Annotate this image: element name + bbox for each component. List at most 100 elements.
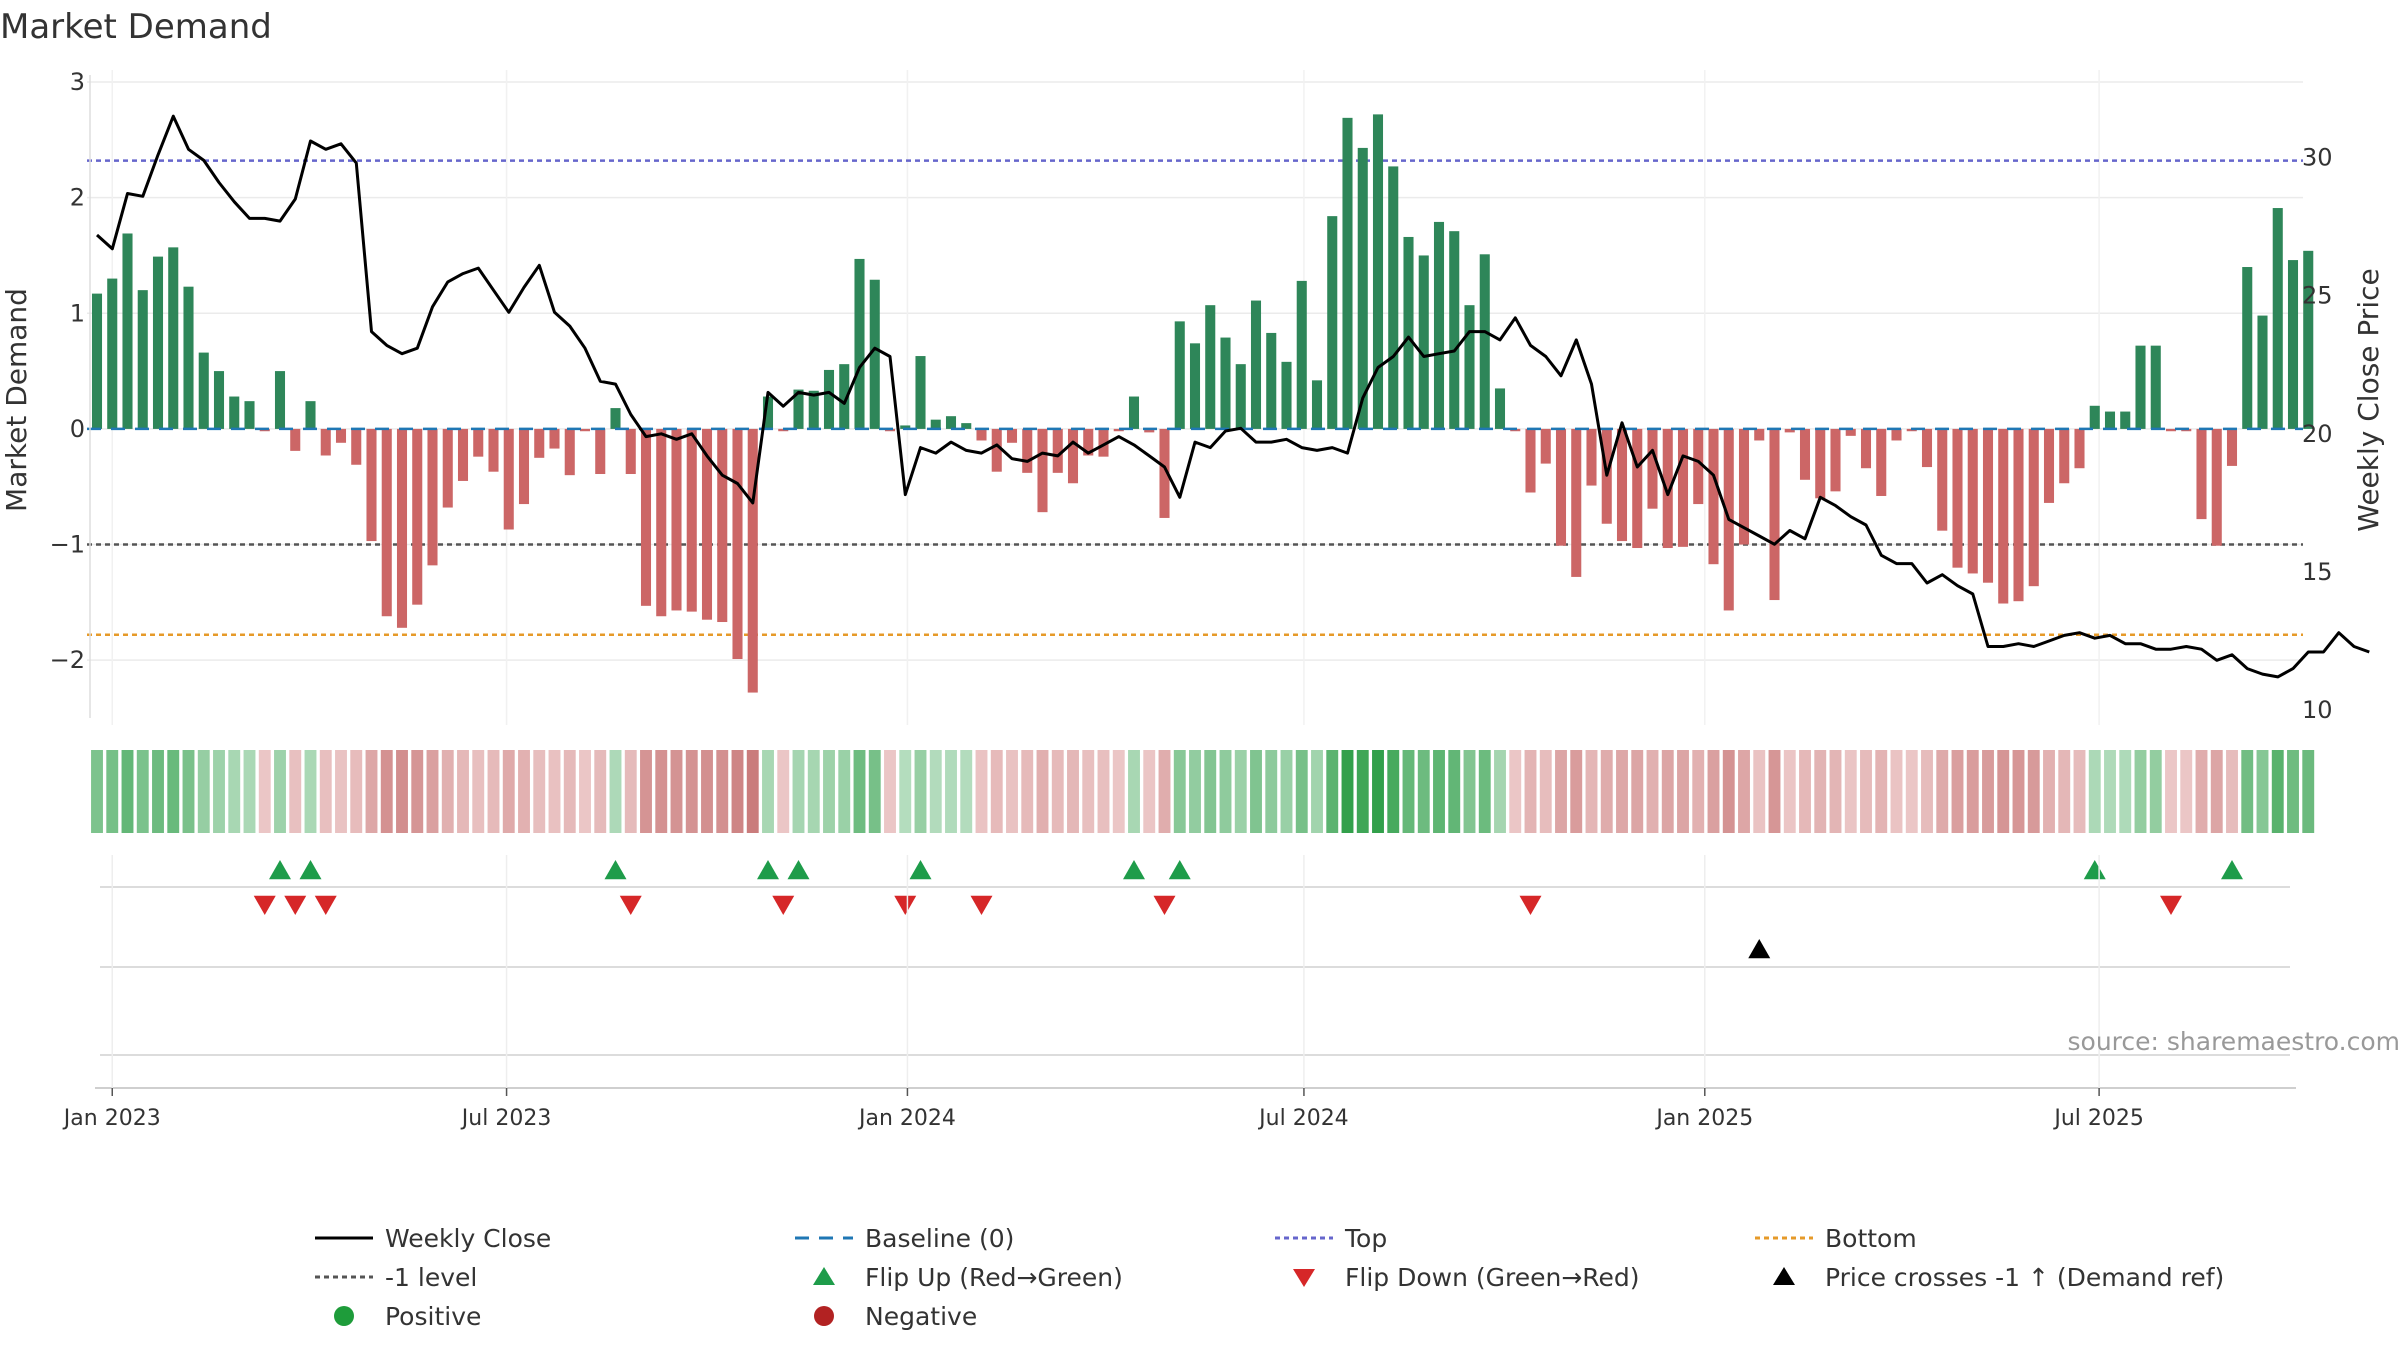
demand-bar: [534, 428, 545, 458]
heat-cell: [1875, 750, 1888, 833]
heat-cell: [2165, 750, 2177, 833]
heat-cell: [457, 750, 469, 833]
heat-cell: [2287, 750, 2299, 833]
heat-cell: [777, 750, 790, 833]
demand-bar: [747, 428, 758, 693]
demand-bar: [335, 428, 347, 443]
demand-bar: [1937, 428, 1948, 531]
heat-cell: [1189, 750, 1201, 833]
heat-cell: [2043, 750, 2055, 833]
heat-cell: [487, 750, 500, 833]
demand-bar: [366, 428, 377, 542]
heat-cell: [1463, 750, 1476, 833]
demand-bar: [2150, 345, 2161, 429]
demand-bar: [1022, 428, 1033, 473]
heat-cell: [1494, 750, 1506, 833]
x-tick-label: Jul 2025: [2052, 1106, 2144, 1131]
demand-bar: [2104, 411, 2116, 429]
demand-bar: [1769, 428, 1780, 601]
demand-bar: [1281, 361, 1292, 429]
demand-bar: [1388, 166, 1399, 429]
legend-item: -1 level: [315, 1263, 477, 1292]
legend-item: Negative: [814, 1302, 977, 1331]
heat-cell: [1768, 750, 1781, 833]
demand-bar: [2196, 428, 2207, 520]
heat-cell: [609, 750, 622, 833]
heat-cell: [518, 750, 530, 833]
demand-bar: [991, 428, 1002, 472]
heat-cell: [1509, 750, 1522, 833]
heat-cell: [1829, 750, 1842, 833]
demand-bar: [1647, 428, 1658, 509]
heat-cell: [1890, 750, 1903, 833]
heat-cell: [1250, 750, 1262, 833]
heat-cell: [167, 750, 180, 833]
demand-bar: [1525, 428, 1536, 493]
demand-bar: [351, 428, 362, 465]
heat-cell: [594, 750, 607, 833]
heat-cell: [396, 750, 408, 833]
demand-bar: [1754, 428, 1765, 441]
right-axis: 30 25 20 15 10: [2302, 144, 2333, 724]
demand-bar: [686, 428, 697, 612]
heat-cell: [1021, 750, 1034, 833]
heat-cell: [1417, 750, 1430, 833]
x-tick-label: Jan 2024: [857, 1106, 956, 1131]
demand-bar: [457, 428, 469, 481]
heat-cell: [899, 750, 912, 833]
flip-up-marker: [299, 860, 322, 880]
heat-cell: [426, 750, 439, 833]
demand-bar: [1693, 428, 1704, 505]
heat-cell: [990, 750, 1003, 833]
demand-bar: [976, 428, 987, 441]
demand-bar: [1586, 428, 1597, 486]
legend-label: Price crosses -1 ↑ (Demand ref): [1825, 1263, 2224, 1292]
demand-bar: [671, 428, 682, 611]
heat-cell: [2088, 750, 2101, 833]
heat-cell: [1631, 750, 1644, 833]
y-axis-label-left: Market Demand: [0, 288, 33, 512]
demand-bar: [396, 428, 408, 628]
y-axis-label-right: Weekly Close Price: [2352, 268, 2385, 531]
demand-bar: [1403, 236, 1414, 429]
demand-bar: [213, 371, 225, 429]
heat-cell: [823, 750, 835, 833]
legend-label: Negative: [865, 1302, 977, 1331]
demand-bar: [1266, 332, 1277, 429]
demand-bar: [1677, 428, 1689, 547]
demand-bar: [808, 390, 819, 429]
demand-bar: [717, 428, 728, 623]
demand-bar: [900, 425, 911, 429]
demand-bar: [1159, 428, 1170, 518]
demand-bar: [320, 428, 331, 456]
heat-cell: [213, 750, 225, 833]
demand-bar: [1220, 337, 1231, 429]
heat-cell: [441, 750, 454, 833]
demand-bar: [945, 416, 957, 429]
heat-cell: [1280, 750, 1293, 833]
demand-bar: [1113, 428, 1124, 432]
heat-cell: [2195, 750, 2208, 833]
demand-bar: [91, 293, 103, 429]
heat-cell: [929, 750, 942, 833]
price-series: [95, 114, 2370, 679]
flip-down-marker: [772, 895, 795, 915]
heat-cell: [640, 750, 652, 833]
demand-bar: [930, 419, 941, 429]
demand-bar: [152, 256, 164, 429]
heat-cell: [960, 750, 973, 833]
x-axis: Jan 2023 Jul 2023 Jan 2024 Jul 2024 Jan 2025…: [62, 855, 2296, 1131]
heat-cell: [304, 750, 317, 833]
legend-item: Price crosses -1 ↑ (Demand ref): [1773, 1263, 2224, 1292]
demand-bar: [1845, 428, 1856, 436]
demand-bar: [961, 423, 972, 429]
demand-bar: [2287, 260, 2299, 429]
heat-cell: [1677, 750, 1689, 833]
heat-cell: [1372, 750, 1384, 833]
heat-cell: [563, 750, 576, 833]
right-tick-label: 30: [2302, 144, 2333, 172]
flip-down-marker: [894, 895, 917, 915]
legend-label: Top: [1344, 1224, 1387, 1253]
demand-bar: [442, 428, 453, 508]
